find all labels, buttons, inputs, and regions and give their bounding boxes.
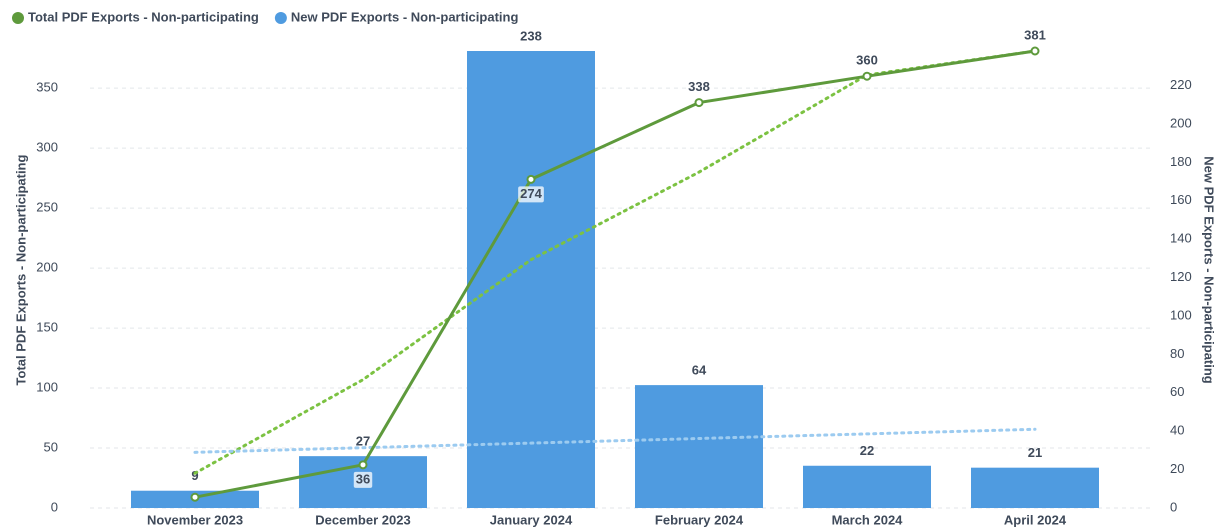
y-tick-label: 350 xyxy=(36,80,58,95)
line-label-bg xyxy=(854,53,880,70)
y-tick-label: 50 xyxy=(44,439,58,454)
y2-tick-label: 40 xyxy=(1170,423,1184,438)
x-tick-label: April 2024 xyxy=(1004,512,1067,527)
bar xyxy=(467,51,595,508)
line xyxy=(194,49,1036,499)
line-point xyxy=(1030,46,1040,56)
bar-value-label: 27 xyxy=(356,434,370,449)
x-tick-label: January 2024 xyxy=(490,512,573,527)
line-point xyxy=(190,492,200,502)
line-point xyxy=(862,71,872,81)
trendline xyxy=(193,49,1037,475)
y2-tick-label: 80 xyxy=(1170,346,1184,361)
x-tick-label: December 2023 xyxy=(315,512,410,527)
y2-tick-label: 0 xyxy=(1170,499,1177,514)
y-tick-label: 250 xyxy=(36,200,58,215)
legend-label: Total PDF Exports - Non-participating xyxy=(28,9,259,24)
y2-axis-title: New PDF Exports - Non-participating xyxy=(1202,156,1217,384)
line-point xyxy=(694,98,704,108)
bar-value-label: 22 xyxy=(860,443,874,458)
bar-value-label: 9 xyxy=(191,468,198,483)
line-point xyxy=(358,460,368,470)
bar xyxy=(635,385,763,508)
bar-value-label: 64 xyxy=(692,363,707,378)
line-value-label: 360 xyxy=(856,53,878,68)
y-tick-label: 100 xyxy=(36,379,58,394)
legend-swatch xyxy=(274,12,287,24)
y2-tick-label: 180 xyxy=(1170,154,1192,169)
line-label-bg xyxy=(1022,28,1048,44)
line-label-bg xyxy=(686,79,712,96)
x-tick-label: November 2023 xyxy=(147,512,243,527)
bar-value-label: 238 xyxy=(520,28,542,43)
x-tick-label: March 2024 xyxy=(832,512,904,527)
line-label-bg xyxy=(353,471,373,488)
legend-label: New PDF Exports - Non-participating xyxy=(291,9,519,24)
y2-tick-label: 160 xyxy=(1170,192,1192,207)
y2-tick-label: 20 xyxy=(1170,461,1184,476)
y2-tick-label: 200 xyxy=(1170,115,1192,130)
legend-swatch xyxy=(12,12,24,24)
bar-value-label: 21 xyxy=(1028,445,1042,460)
y2-tick-label: 120 xyxy=(1170,269,1192,284)
line-value-label: 338 xyxy=(688,79,710,94)
line-point xyxy=(526,174,536,184)
y2-tick-label: 60 xyxy=(1170,384,1184,399)
y2-tick-label: 220 xyxy=(1170,77,1192,92)
bar xyxy=(971,467,1099,508)
y-tick-label: 150 xyxy=(36,320,58,335)
y2-tick-label: 140 xyxy=(1170,231,1192,246)
y-tick-label: 200 xyxy=(36,260,58,275)
line-value-label: 36 xyxy=(356,471,370,486)
y2-tick-label: 100 xyxy=(1170,307,1192,322)
y-axis-title: Total PDF Exports - Non-participating xyxy=(13,155,28,386)
line-value-label: 381 xyxy=(1024,27,1046,42)
line-label-bg xyxy=(518,186,544,203)
y-tick-label: 300 xyxy=(36,140,58,155)
trendline xyxy=(193,427,1037,454)
x-tick-label: February 2024 xyxy=(655,512,744,527)
line-value-label: 274 xyxy=(520,186,542,201)
y-tick-label: 0 xyxy=(51,499,58,514)
bar xyxy=(803,465,931,508)
